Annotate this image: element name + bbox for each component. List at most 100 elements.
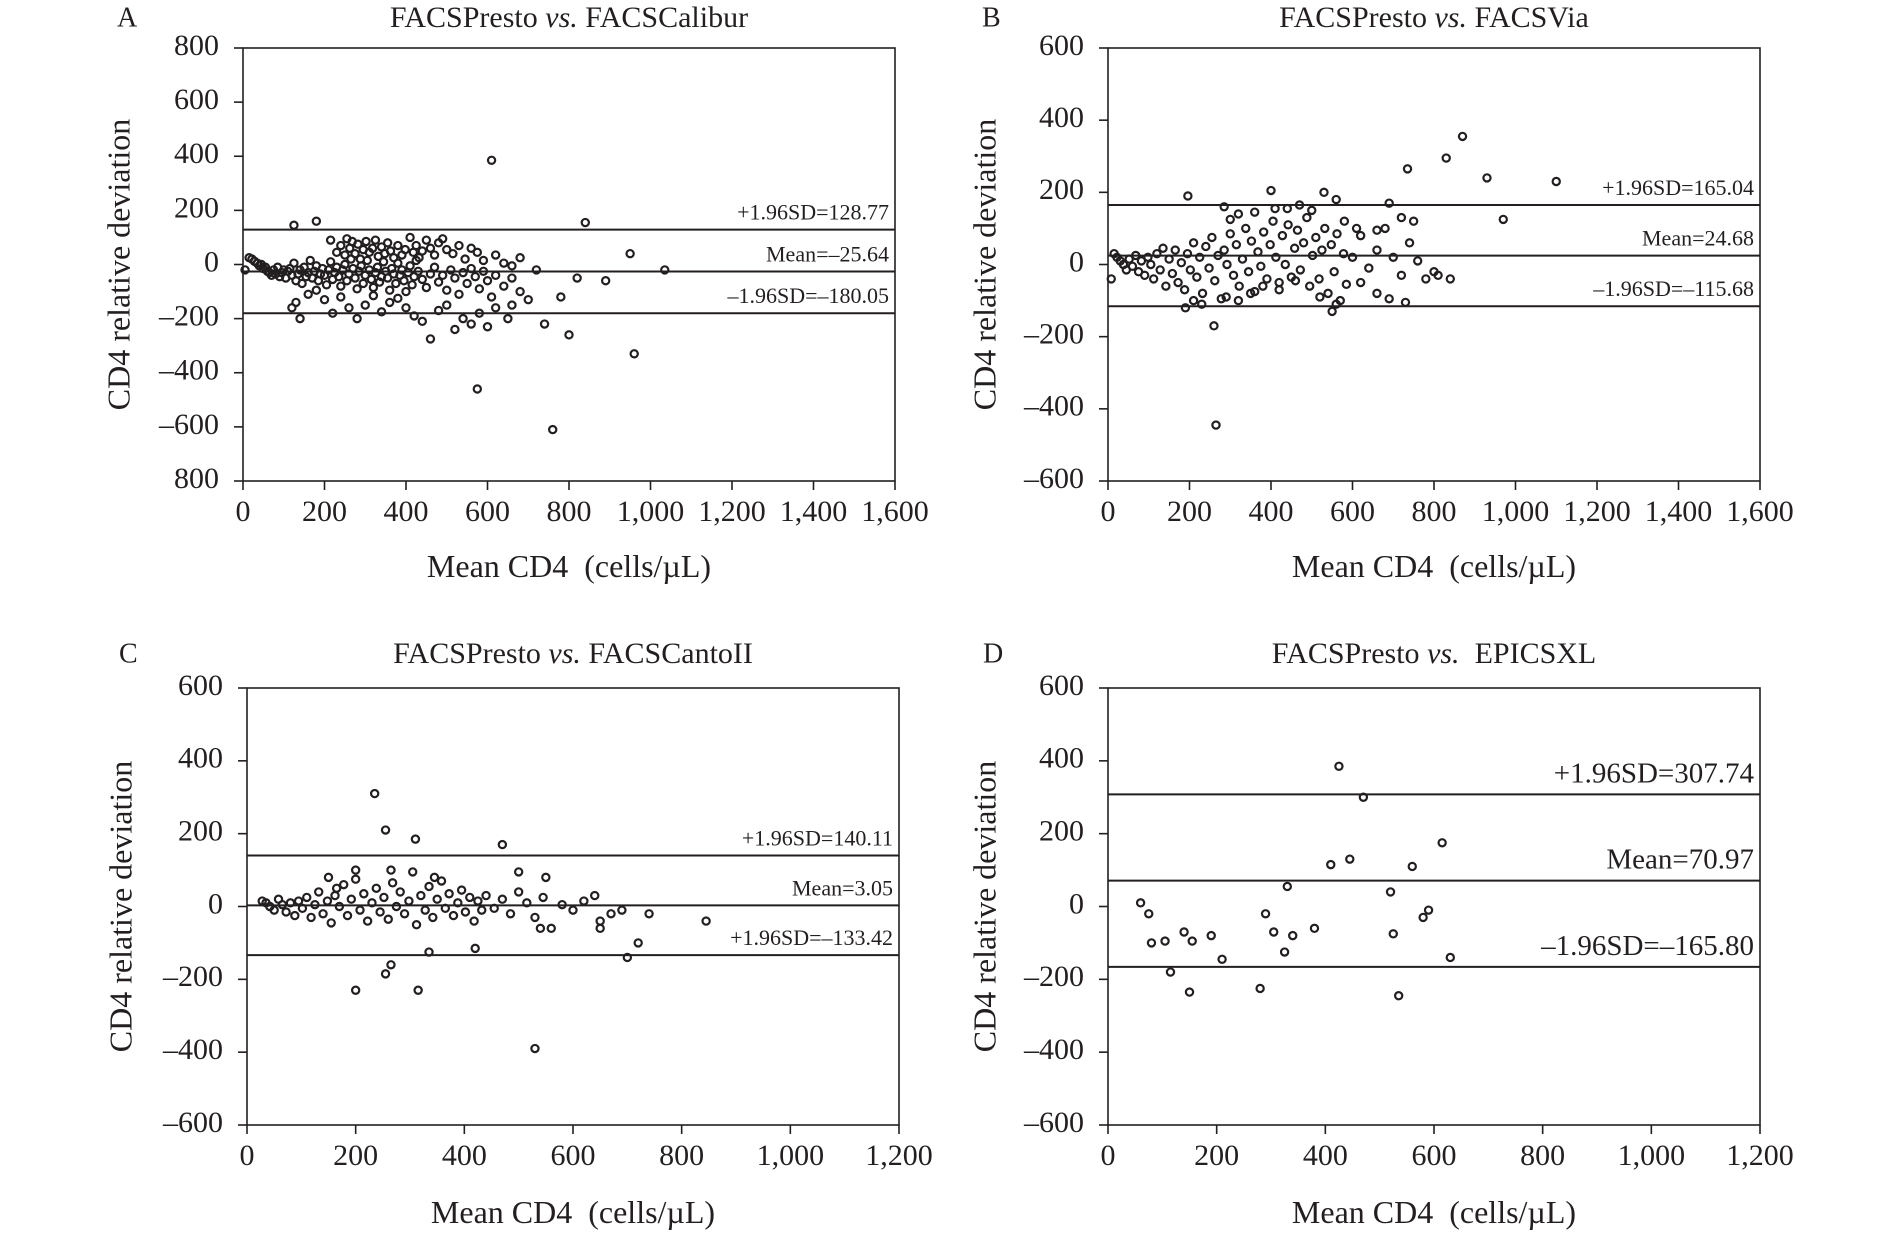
x-tick-label: 800 <box>1412 495 1457 528</box>
data-point <box>332 247 342 258</box>
panel-letter: A <box>117 2 138 33</box>
data-point <box>1339 216 1350 226</box>
data-point <box>310 899 320 910</box>
title-prefix: FACSPresto <box>393 637 548 670</box>
panel-letter: C <box>119 638 138 669</box>
data-point <box>1418 912 1428 923</box>
data-point <box>450 273 460 283</box>
data-point <box>1311 232 1321 243</box>
data-point <box>466 243 476 253</box>
data-point <box>429 262 440 272</box>
data-point <box>1274 285 1284 295</box>
data-point <box>466 263 476 274</box>
data-point <box>325 257 336 267</box>
data-point <box>1551 176 1561 187</box>
data-point <box>469 916 479 926</box>
reference-line-label: Mean=–25.64 <box>766 241 889 266</box>
data-point <box>522 898 532 908</box>
data-point <box>336 281 346 291</box>
data-point <box>293 896 304 906</box>
data-point <box>1256 261 1266 272</box>
x-tick-label: 1,000 <box>617 495 685 528</box>
x-tick-label: 400 <box>384 495 429 528</box>
data-point <box>362 916 373 926</box>
x-tick-label: 1,200 <box>865 1139 933 1172</box>
panel-c: C FACSPresto vs. FACSCantoII 600 400 200 0 –20… <box>102 637 932 1230</box>
data-point <box>352 284 362 294</box>
data-point <box>472 384 483 394</box>
data-point <box>1211 420 1221 430</box>
reference-line-label: +1.96SD=140.11 <box>742 825 893 850</box>
data-point <box>1320 223 1330 234</box>
reference-line-label: –1.96SD=–165.80 <box>1540 930 1754 962</box>
title-vs: vs. <box>1434 1 1467 34</box>
data-point <box>386 865 396 875</box>
x-tick-label: 0 <box>240 1139 255 1172</box>
data-point <box>1266 185 1276 196</box>
panel-b: B FACSPresto vs. FACSVia 600 400 200 0 –200 –40… <box>966 1 1793 584</box>
panel-a: A FACSPresto vs. FACSCalibur 800 600 400 200 0… <box>100 1 928 584</box>
data-point <box>355 254 366 264</box>
data-point <box>606 909 616 919</box>
data-point <box>448 248 458 259</box>
y-axis-label: CD4 relative deviation <box>966 761 1002 1052</box>
x-tick-label: 1,200 <box>1726 1139 1794 1172</box>
data-point <box>1332 229 1342 239</box>
x-tick-label: 200 <box>333 1139 378 1172</box>
data-point <box>460 254 470 264</box>
data-point <box>1388 252 1398 262</box>
data-point <box>1279 947 1290 957</box>
data-point <box>564 330 574 340</box>
data-point <box>1358 792 1369 802</box>
data-point <box>391 278 401 289</box>
data-point <box>372 262 383 272</box>
x-tick-label: 600 <box>1330 495 1375 528</box>
data-point <box>1457 131 1468 142</box>
data-point <box>1231 239 1242 250</box>
x-tick-label: 1,400 <box>1645 495 1713 528</box>
x-tick-label: 0 <box>1101 495 1116 528</box>
y-tick-label: –200 <box>1023 318 1084 351</box>
data-point <box>1146 259 1156 270</box>
y-tick-label: –200 <box>1023 960 1084 993</box>
data-point <box>1323 288 1333 299</box>
y-tick-label: –600 <box>158 408 219 441</box>
data-point <box>416 890 426 901</box>
y-tick-label: 0 <box>204 245 219 278</box>
data-point <box>539 319 550 329</box>
y-tick-label: 200 <box>1039 815 1084 848</box>
data-point <box>409 311 419 321</box>
data-point <box>417 274 427 285</box>
data-point <box>290 910 300 921</box>
data-point <box>1194 252 1205 262</box>
data-point <box>513 867 524 877</box>
data-point <box>408 867 418 877</box>
data-point <box>1139 270 1150 281</box>
data-point <box>1197 288 1208 299</box>
data-point <box>1372 225 1382 235</box>
data-point <box>401 303 411 313</box>
y-axis-label: CD4 relative deviation <box>100 119 136 410</box>
data-point <box>340 250 350 260</box>
data-point <box>442 244 452 255</box>
data-point <box>325 235 336 245</box>
data-point <box>1289 243 1300 253</box>
data-point <box>460 907 471 917</box>
data-point <box>458 267 468 278</box>
data-point <box>1402 164 1413 174</box>
data-point <box>1179 285 1190 295</box>
data-point <box>1245 288 1256 299</box>
data-point <box>446 265 456 275</box>
data-point <box>318 909 328 919</box>
data-point <box>1246 236 1257 246</box>
data-point <box>1305 281 1315 291</box>
data-point <box>1225 229 1235 239</box>
data-point <box>433 305 444 316</box>
title-vs: vs. <box>545 1 578 34</box>
data-point <box>366 274 377 285</box>
y-tick-label: 0 <box>1069 887 1084 920</box>
data-point <box>507 273 517 283</box>
data-point <box>326 918 336 928</box>
data-point <box>440 903 451 914</box>
